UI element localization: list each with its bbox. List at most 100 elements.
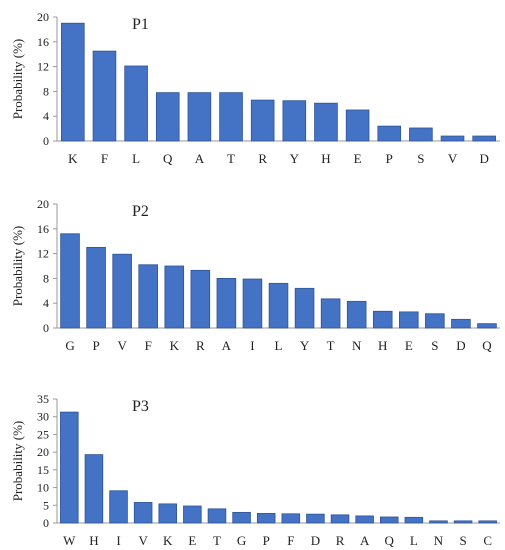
x-tick-label: H <box>378 338 387 353</box>
bar-T <box>320 298 341 329</box>
x-tick-label: H <box>89 533 98 548</box>
bar-R <box>330 514 350 524</box>
bar-N <box>429 520 448 524</box>
x-tick-label: Y <box>290 151 300 166</box>
x-tick-label: E <box>354 151 362 166</box>
y-tick-label: 20 <box>37 445 49 459</box>
bar-T <box>219 92 243 142</box>
x-tick-label: R <box>336 533 345 548</box>
y-axis-label: Probability (%) <box>10 39 25 120</box>
y-tick-label: 8 <box>43 271 49 285</box>
chart-panel-1: 0 4 8 12 16 20 K F L Q A T R Y H E P S V D P1 Probability (%) <box>10 10 500 166</box>
bar-H <box>314 102 338 142</box>
x-tick-label: T <box>227 151 235 166</box>
bar-V <box>440 135 465 142</box>
bar-I <box>242 278 263 329</box>
x-tick-label: N <box>434 533 444 548</box>
x-tick-label: H <box>321 151 330 166</box>
x-tick-label: S <box>431 338 438 353</box>
bar-V <box>112 253 132 329</box>
y-tick-label: 0 <box>43 321 49 335</box>
x-tick-label: S <box>459 533 466 548</box>
x-tick-label: F <box>287 533 294 548</box>
bar-Y <box>282 100 307 142</box>
y-tick-label: 20 <box>37 10 49 24</box>
x-tick-label: E <box>188 533 196 548</box>
x-tick-label: D <box>311 533 320 548</box>
chart-title: P1 <box>132 16 149 33</box>
bar-H <box>372 310 393 329</box>
bar-Q <box>477 323 497 329</box>
bar-D <box>472 135 496 142</box>
bar-F <box>281 513 301 524</box>
x-tick-label: W <box>63 533 76 548</box>
bar-T <box>207 508 227 524</box>
bar-S <box>425 313 445 329</box>
x-tick-label: I <box>116 533 120 548</box>
y-tick-label: 12 <box>37 247 49 261</box>
bar-Q <box>379 516 399 524</box>
bar-S <box>453 520 473 524</box>
x-tick-label: P <box>386 151 393 166</box>
bar-W <box>60 411 79 524</box>
y-tick-label: 30 <box>37 410 49 424</box>
bar-R <box>190 269 211 329</box>
bar-K <box>158 503 178 524</box>
y-axis-label: Probability (%) <box>10 421 25 502</box>
bar-P <box>86 246 106 329</box>
bar-E <box>183 505 202 524</box>
y-tick-label: 5 <box>43 498 49 512</box>
x-tick-label: G <box>65 338 74 353</box>
x-tick-label: D <box>479 151 488 166</box>
y-tick-label: 0 <box>43 516 49 530</box>
y-tick-label: 35 <box>37 392 49 406</box>
chart-panel-2: 0 4 8 12 16 20 G P V F K R A I L Y T N H E S D Q P2 Probability … <box>10 197 500 353</box>
x-tick-label: P <box>92 338 99 353</box>
x-tick-label: D <box>456 338 465 353</box>
y-tick-label: 12 <box>37 60 49 74</box>
y-tick-label: 4 <box>43 296 49 310</box>
y-tick-label: 4 <box>43 109 49 123</box>
bar-A <box>355 515 374 524</box>
x-tick-label: A <box>360 533 370 548</box>
x-tick-label: V <box>448 151 458 166</box>
x-tick-label: T <box>213 533 221 548</box>
x-tick-label: L <box>410 533 418 548</box>
bar-R <box>250 99 275 142</box>
x-tick-label: R <box>258 151 267 166</box>
x-tick-label: A <box>222 338 232 353</box>
x-tick-label: Q <box>163 151 173 166</box>
x-tick-label: L <box>275 338 283 353</box>
bar-E <box>345 109 370 142</box>
x-tick-label: Q <box>482 338 492 353</box>
y-tick-label: 16 <box>37 35 49 49</box>
bar-D <box>451 318 471 329</box>
y-tick-label: 25 <box>37 427 49 441</box>
x-tick-label: K <box>163 533 173 548</box>
x-tick-label: I <box>250 338 254 353</box>
bar-L <box>268 282 289 329</box>
x-tick-label: L <box>132 151 140 166</box>
bar-C <box>478 520 497 524</box>
x-tick-label: F <box>145 338 152 353</box>
x-tick-label: N <box>352 338 362 353</box>
x-tick-label: T <box>327 338 335 353</box>
bar-H <box>84 454 104 524</box>
bar-S <box>409 127 433 142</box>
bar-I <box>109 490 128 524</box>
chart-panel-3: 0 5 10 15 20 25 30 35 W H I V K E T G P F D R A Q L N S C P3 Probab… <box>10 392 500 548</box>
bar-V <box>133 502 153 524</box>
bar-N <box>346 300 367 329</box>
x-tick-label: C <box>483 533 492 548</box>
x-tick-label: E <box>405 338 413 353</box>
chart-title: P2 <box>132 203 149 220</box>
bar-K <box>61 22 85 142</box>
y-tick-label: 16 <box>37 222 49 236</box>
x-tick-label: A <box>195 151 205 166</box>
bar-L <box>404 516 424 524</box>
chart-title: P3 <box>132 398 149 415</box>
x-tick-label: K <box>170 338 180 353</box>
y-tick-label: 15 <box>37 463 49 477</box>
bar-A <box>187 92 212 142</box>
